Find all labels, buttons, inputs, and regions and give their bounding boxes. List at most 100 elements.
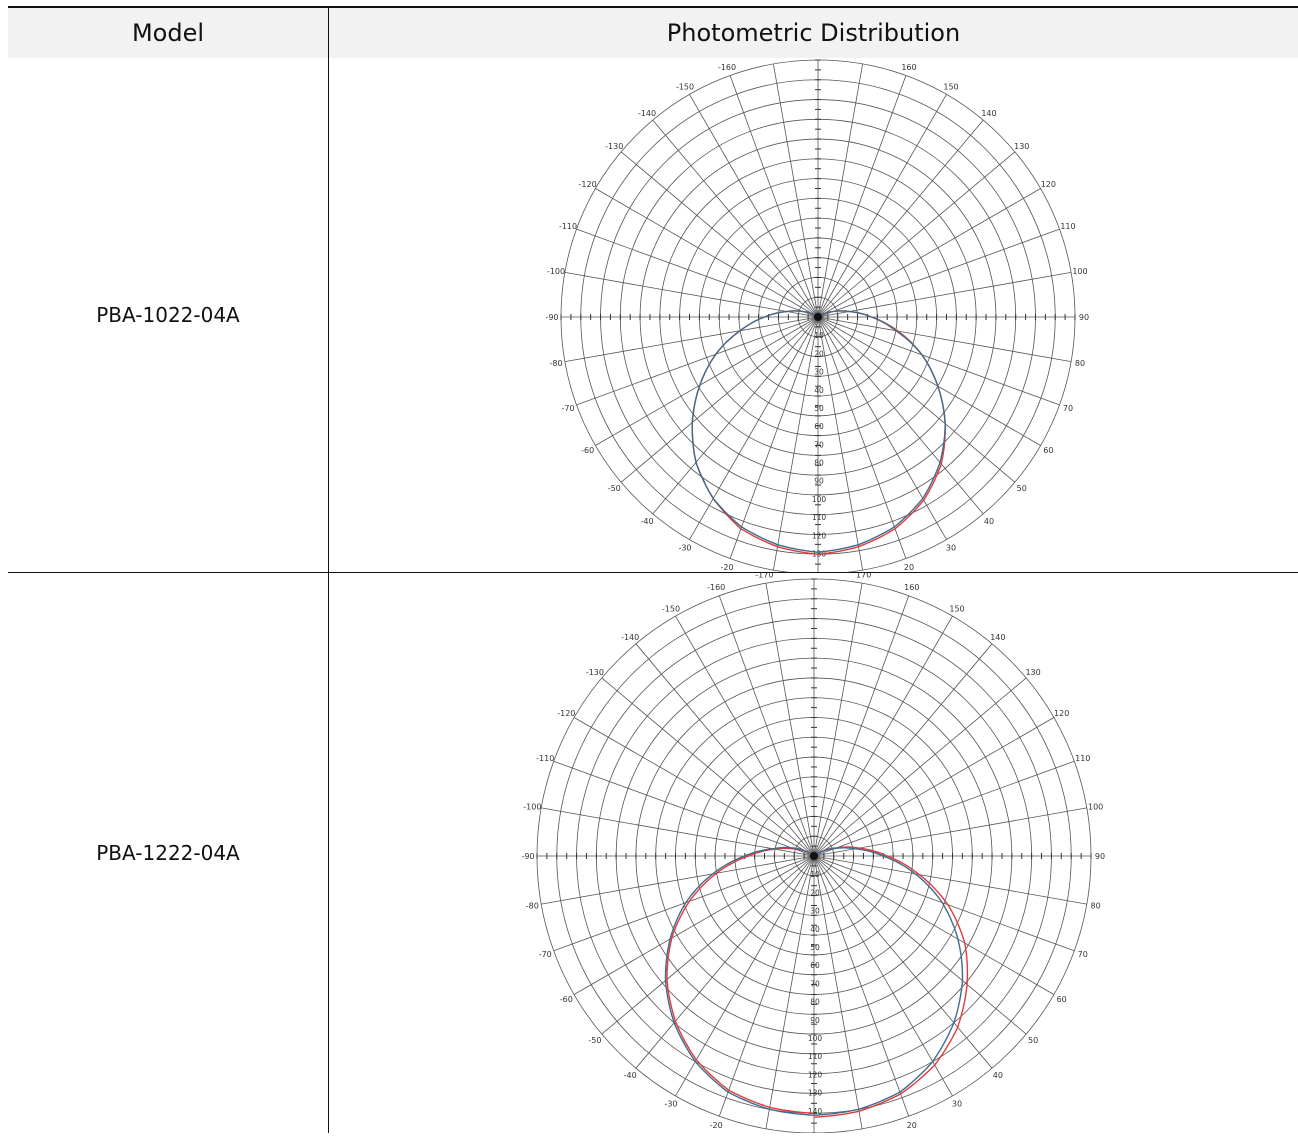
grid-spoke: [689, 316, 819, 540]
grid-spoke: [601, 677, 815, 857]
grid-spoke: [817, 151, 1016, 318]
grid-spoke: [813, 855, 1087, 905]
angle-tick-label: 140: [990, 633, 1005, 642]
angle-tick-label: 160: [901, 63, 916, 72]
angle-tick-label: 90: [1095, 852, 1105, 861]
grid-spoke: [813, 677, 1027, 857]
grid-spoke: [817, 94, 947, 318]
grid-spoke: [620, 316, 819, 483]
grid-spoke: [813, 855, 993, 1069]
angle-tick-label: 120: [1054, 709, 1069, 718]
grid-spoke: [652, 119, 819, 318]
angle-tick-label: 160: [904, 583, 919, 592]
grid-spoke: [652, 316, 819, 515]
grid-spoke: [541, 855, 815, 905]
grid-spoke: [765, 583, 815, 857]
angle-tick-label: -140: [638, 109, 656, 118]
angle-tick-label: -130: [605, 142, 623, 151]
grid-spoke: [817, 316, 1041, 446]
angle-tick-label: 150: [943, 83, 958, 92]
radial-tick-label: 70: [814, 440, 824, 449]
angle-tick-label: 150: [949, 604, 964, 613]
grid-spoke: [573, 855, 815, 995]
angle-tick-label: 80: [1091, 902, 1101, 911]
row-divider: [8, 572, 1298, 573]
photometric-chart-2: -170 -160 -150 -140 -130 -120 -110 -100 -90 -80 -7…: [330, 566, 1298, 1137]
grid-spoke: [635, 855, 815, 1069]
distribution-curve: [691, 310, 819, 553]
grid-spoke: [817, 316, 984, 515]
angle-tick-label: 20: [907, 1121, 917, 1130]
table-top-border: [8, 6, 1298, 8]
grid-spoke: [553, 760, 815, 857]
radial-tick-label: 50: [810, 943, 820, 952]
angle-tick-label: -130: [586, 668, 604, 677]
angle-tick-label: -140: [621, 633, 639, 642]
radial-tick-label: 100: [808, 1034, 823, 1043]
radial-tick-label: 40: [814, 386, 824, 395]
radial-tick-label: 80: [810, 998, 820, 1007]
angle-tick-label: -50: [588, 1036, 601, 1045]
angle-tick-label: -40: [624, 1071, 637, 1080]
angle-tick-label: -50: [608, 484, 621, 493]
grid-spoke: [817, 316, 1072, 363]
grid-spoke: [813, 855, 953, 1097]
grid-spoke: [817, 228, 1060, 318]
radial-tick-label: 60: [810, 961, 820, 970]
grid-spoke: [601, 855, 815, 1035]
angle-tick-label: -160: [718, 63, 736, 72]
grid-spoke: [765, 855, 815, 1129]
grid-spoke: [573, 717, 815, 857]
angle-tick-label: 50: [1017, 484, 1027, 493]
radial-tick-label: 40: [810, 925, 820, 934]
radial-tick-label: 110: [808, 1052, 823, 1061]
grid-spoke: [772, 316, 819, 571]
radial-tick-label: 120: [808, 1070, 823, 1079]
angle-tick-label: 60: [1043, 446, 1053, 455]
radial-tick-label: 80: [814, 459, 824, 468]
grid-spoke: [595, 188, 819, 318]
grid-spoke: [813, 615, 953, 857]
grid-spoke: [813, 855, 910, 1117]
radial-tick-label: 20: [810, 888, 820, 897]
angle-tick-label: 20: [904, 563, 914, 572]
grid-spoke: [813, 760, 1075, 857]
angle-tick-label: 40: [993, 1071, 1003, 1080]
grid-spoke: [635, 643, 815, 857]
angle-tick-label: -170: [755, 573, 773, 579]
angle-tick-label: 110: [1075, 754, 1090, 763]
grid-spoke: [813, 855, 1055, 995]
angle-tick-label: -40: [640, 517, 653, 526]
angle-tick-label: 90: [1079, 313, 1089, 322]
angle-tick-label: 80: [1075, 359, 1085, 368]
grid-spoke: [813, 595, 910, 857]
header-photometric-distribution: Photometric Distribution: [329, 8, 1298, 58]
radial-tick-label: 10: [810, 870, 820, 879]
angle-tick-label: 30: [952, 1100, 962, 1109]
angle-tick-label: -100: [547, 267, 565, 276]
angle-tick-label: 100: [1072, 267, 1087, 276]
angle-tick-label: -100: [523, 802, 541, 811]
radial-tick-label: 90: [810, 1016, 820, 1025]
grid-spoke: [675, 855, 815, 1097]
grid-spoke: [813, 643, 993, 857]
angle-tick-label: 50: [1028, 1036, 1038, 1045]
grid-spoke: [813, 855, 863, 1129]
radial-tick-label: 20: [814, 349, 824, 358]
grid-spoke: [817, 271, 1072, 318]
grid-spoke: [564, 271, 819, 318]
grid-spoke: [813, 855, 1027, 1035]
angle-tick-label: -30: [664, 1100, 677, 1109]
angle-tick-label: -80: [526, 902, 539, 911]
polar-grid: [536, 578, 1092, 1134]
grid-spoke: [718, 855, 815, 1117]
angle-tick-label: -120: [557, 709, 575, 718]
distribution-curve: [664, 846, 815, 1116]
center-point: [810, 852, 818, 860]
angle-tick-label: -110: [536, 754, 554, 763]
angle-tick-label: 140: [981, 109, 996, 118]
radial-tick-label: 140: [808, 1107, 823, 1116]
angle-tick-label: -90: [521, 852, 534, 861]
grid-spoke: [675, 615, 815, 857]
radial-tick-label: 120: [812, 531, 827, 540]
